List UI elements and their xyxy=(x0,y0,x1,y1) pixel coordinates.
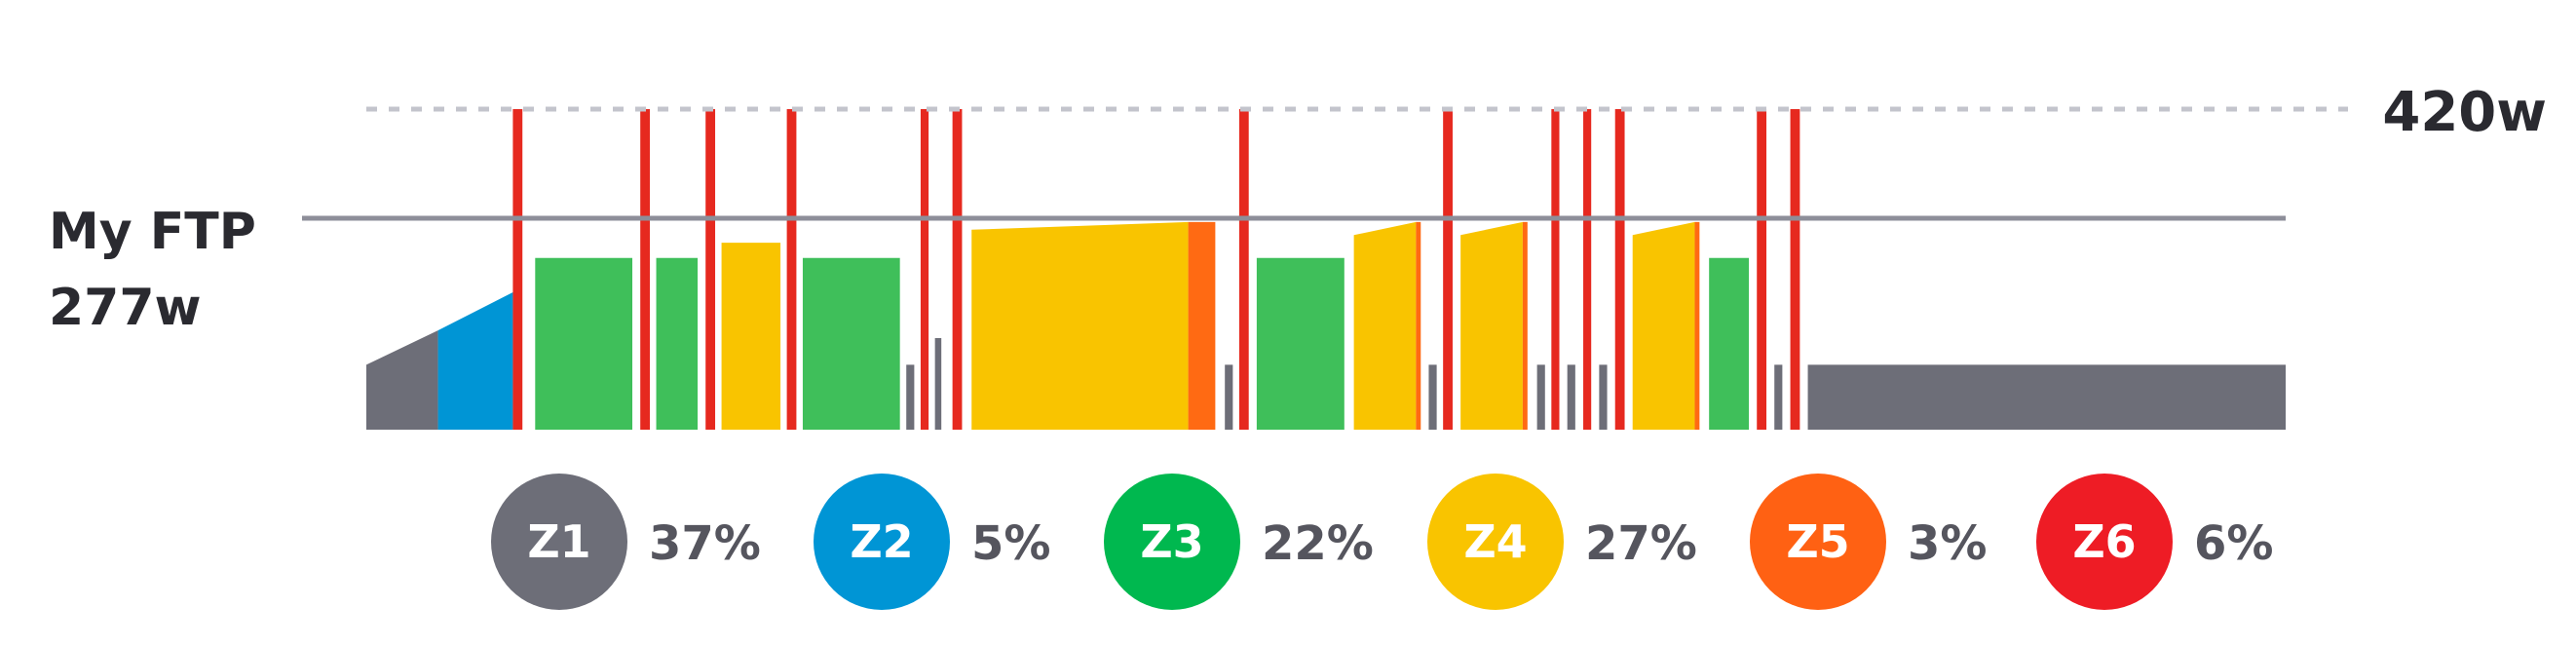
interval-bar-z1 xyxy=(1774,364,1783,430)
interval-bar-z1 xyxy=(1536,364,1545,430)
interval-bar-z6 xyxy=(1238,109,1249,430)
ftp-value: 277w xyxy=(49,279,202,337)
interval-bar-z1 xyxy=(1807,364,2286,430)
zone-percent: 22% xyxy=(1262,516,1374,571)
interval-bar-z1 xyxy=(1567,364,1575,430)
interval-bar-z2 xyxy=(437,292,513,430)
zone-badge: Z1 xyxy=(491,474,627,610)
zone-badge: Z6 xyxy=(2036,474,2173,610)
interval-bar-z6 xyxy=(952,109,963,430)
zone-badge: Z5 xyxy=(1750,474,1886,610)
interval-bar-z1 xyxy=(1428,364,1437,430)
interval-bar-z4 xyxy=(971,221,1189,430)
zone-percent: 5% xyxy=(971,516,1051,571)
interval-bar-z4 xyxy=(1632,221,1695,430)
interval-bar-z6 xyxy=(640,109,651,430)
interval-bar-z1 xyxy=(1599,364,1608,430)
interval-bar-z6 xyxy=(512,109,523,430)
interval-bar-z6 xyxy=(786,109,797,430)
interval-bar-z3 xyxy=(1256,257,1345,430)
interval-bar-z4 xyxy=(721,243,781,430)
interval-bar-z3 xyxy=(1709,257,1750,430)
ftp-title: My FTP xyxy=(49,203,256,261)
zone-badge: Z3 xyxy=(1104,474,1240,610)
interval-bar-z1 xyxy=(1225,364,1233,430)
interval-bar-z3 xyxy=(656,257,699,430)
zone-percent: 37% xyxy=(649,516,761,571)
interval-bar-z6 xyxy=(1614,109,1625,430)
interval-bar-z6 xyxy=(705,109,716,430)
interval-bar-z5 xyxy=(1416,221,1421,430)
interval-bar-z6 xyxy=(1443,109,1453,430)
zone-badge: Z4 xyxy=(1427,474,1564,610)
interval-bar-z6 xyxy=(1790,109,1800,430)
interval-bar-z4 xyxy=(1353,221,1417,430)
interval-bar-z6 xyxy=(920,109,929,430)
interval-bar-z3 xyxy=(535,257,633,430)
interval-bar-z6 xyxy=(1583,109,1592,430)
interval-bar-z3 xyxy=(802,257,900,430)
interval-bar-z5 xyxy=(1188,221,1216,430)
interval-bar-z5 xyxy=(1522,221,1528,430)
interval-bar-z1 xyxy=(366,330,438,430)
zone-badge: Z2 xyxy=(814,474,950,610)
interval-bar-z6 xyxy=(1551,109,1560,430)
zone-percent: 3% xyxy=(1908,516,1988,571)
zone-percent: 6% xyxy=(2194,516,2274,571)
interval-bar-z1 xyxy=(906,364,915,430)
interval-bar-z6 xyxy=(1757,109,1767,430)
interval-bar-z4 xyxy=(1460,221,1523,430)
interval-bar-z5 xyxy=(1694,221,1700,430)
max-power-label: 420w xyxy=(2382,81,2547,144)
interval-bar-z1 xyxy=(934,338,942,430)
zone-percent: 27% xyxy=(1585,516,1697,571)
